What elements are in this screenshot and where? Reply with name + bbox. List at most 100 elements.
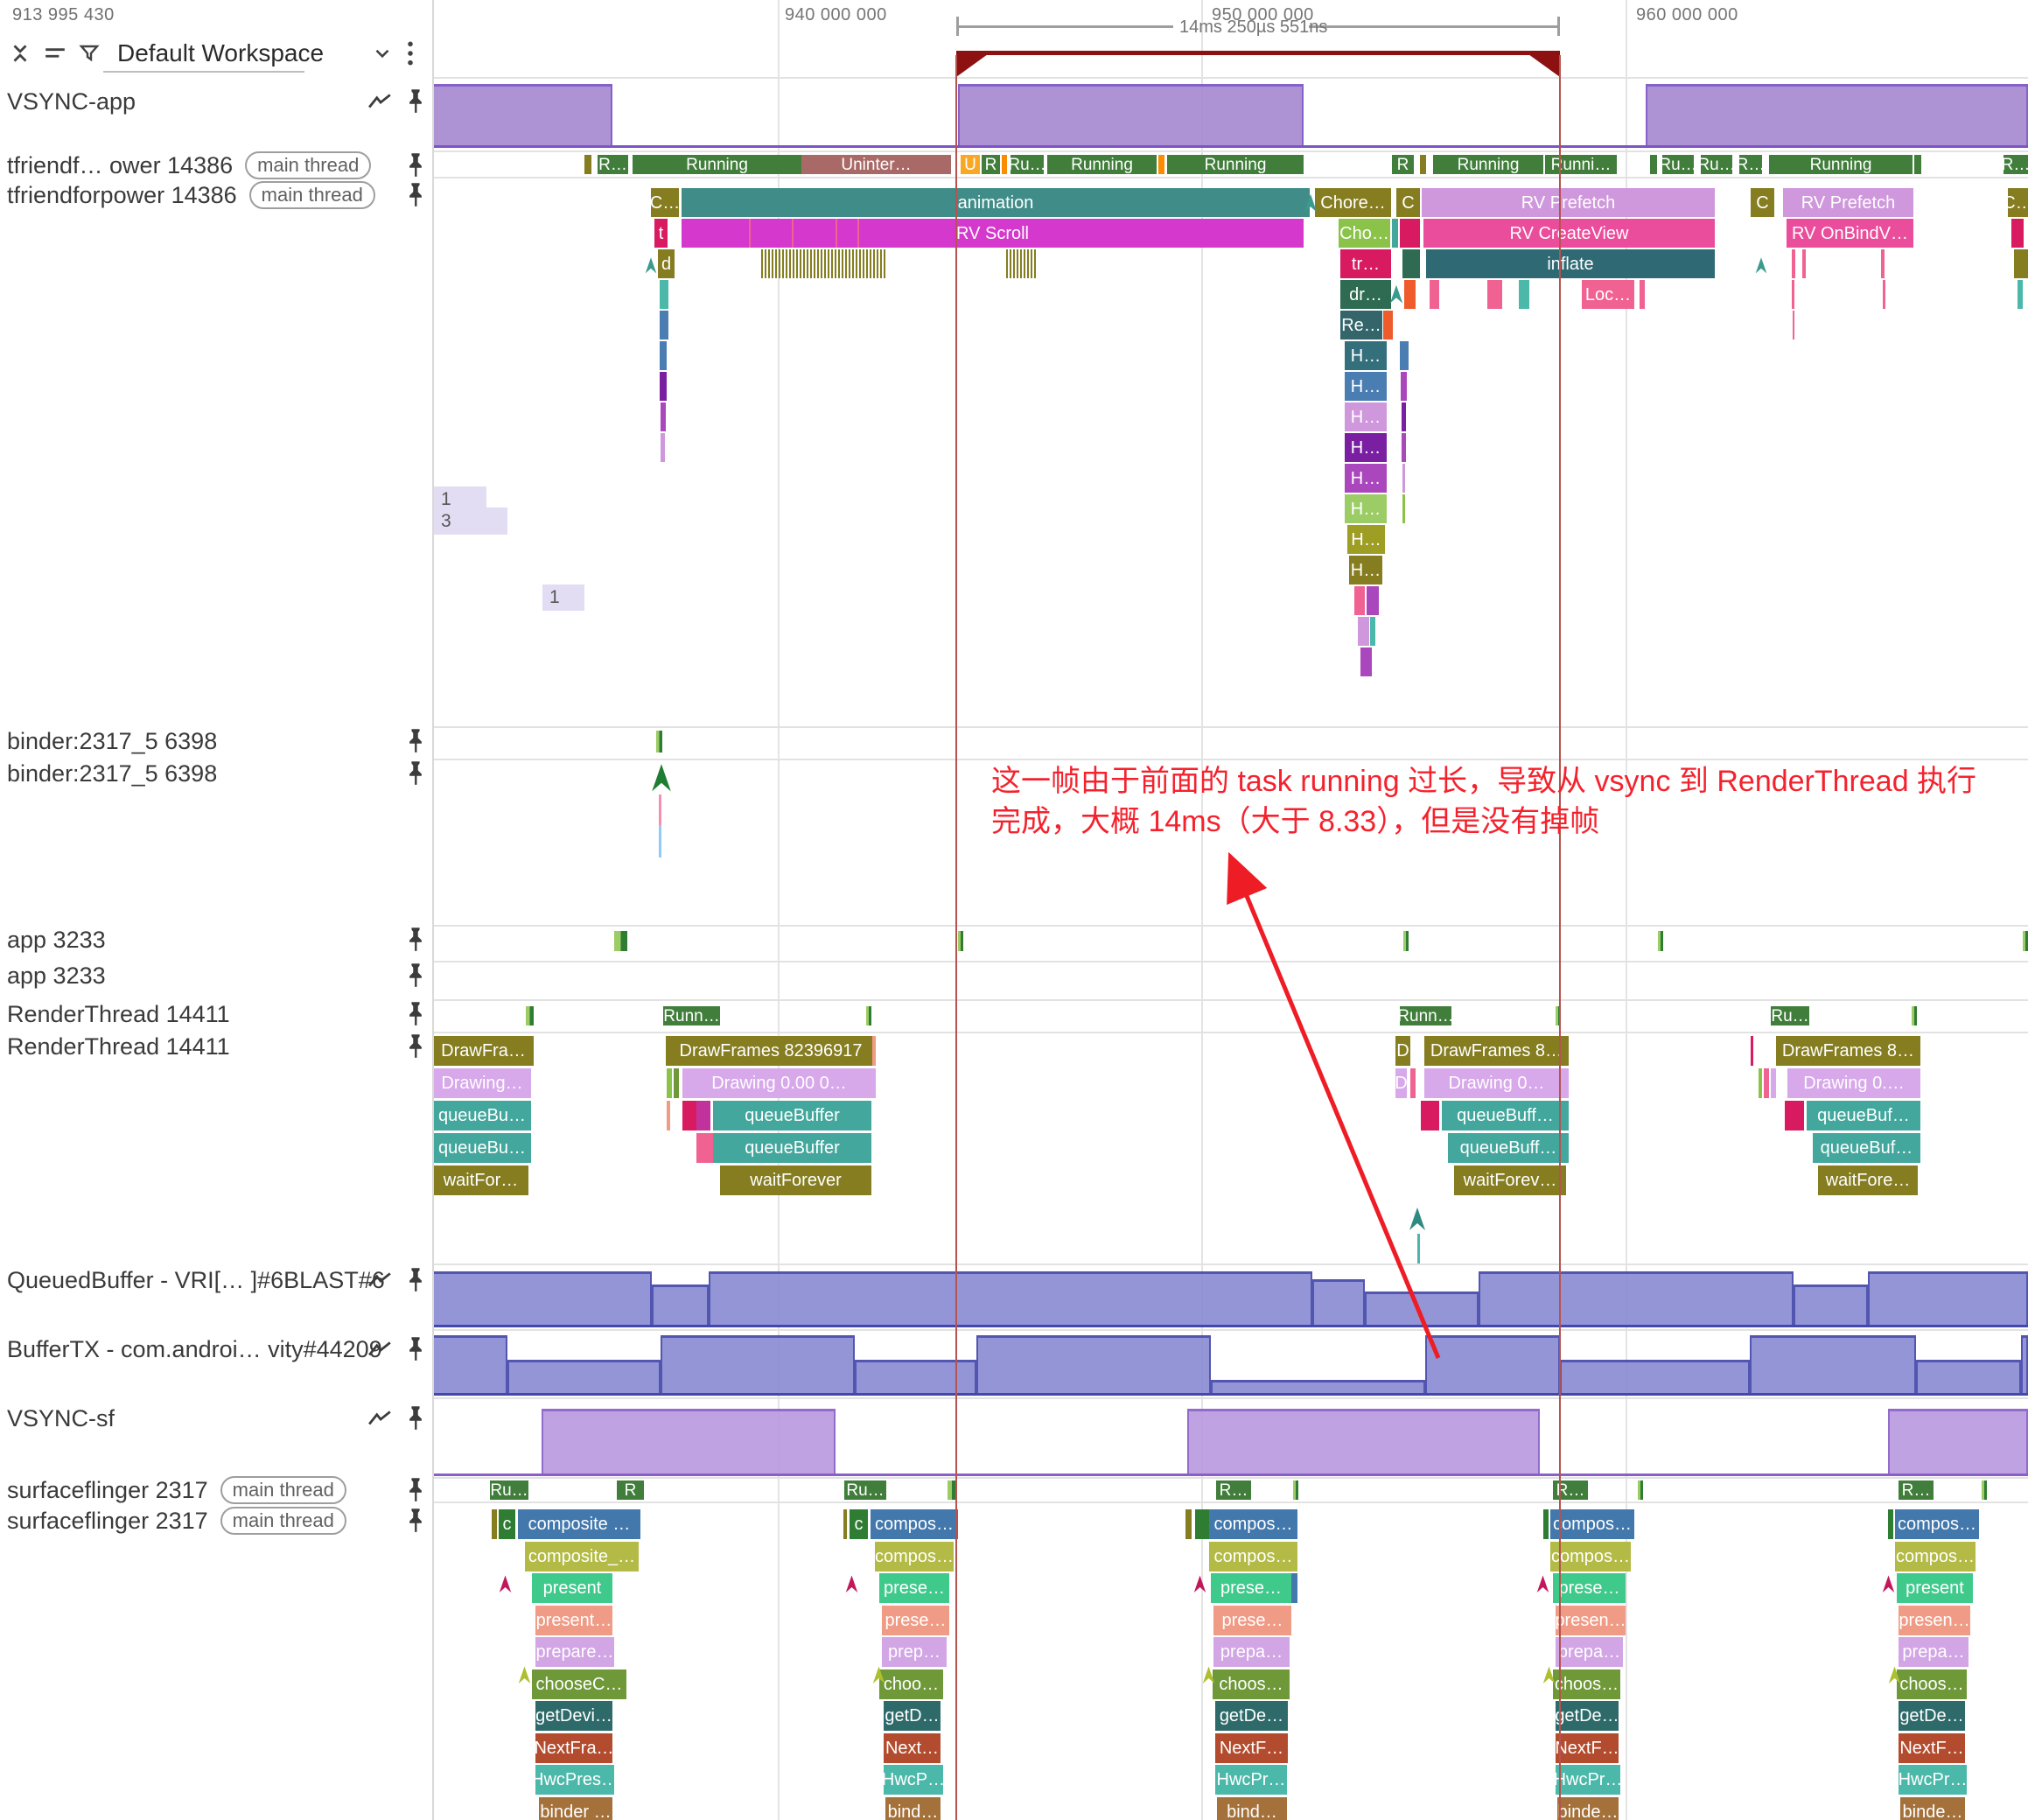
slice[interactable]: queueBuff… <box>1442 1101 1569 1130</box>
sidebar-track-row[interactable]: BufferTX - com.androi… vity#44209 <box>0 1336 430 1362</box>
slice[interactable]: HwcPr… <box>1899 1765 1967 1795</box>
slice[interactable]: HwcPres… <box>535 1765 614 1795</box>
selection-flag-left-icon[interactable] <box>956 54 988 77</box>
sidebar-track-row[interactable]: surfaceflinger 2317 main thread <box>0 1507 430 1535</box>
slice[interactable]: getD… <box>884 1701 941 1731</box>
slice[interactable] <box>2018 280 2023 309</box>
thread-state-slice[interactable]: R <box>1392 155 1414 174</box>
sidebar-track-row[interactable]: RenderThread 14411 <box>0 1001 430 1027</box>
slice[interactable]: prese… <box>1211 1573 1291 1603</box>
slice[interactable] <box>872 1036 876 1066</box>
flow-arrow[interactable] <box>1193 1572 1206 1598</box>
thread-state-slice[interactable]: U <box>961 155 980 174</box>
thread-state-slice[interactable]: Uninter… <box>801 155 951 174</box>
slice[interactable]: getDe… <box>1899 1701 1965 1731</box>
slice[interactable]: choo… <box>879 1669 943 1699</box>
slice[interactable]: prepa… <box>1213 1637 1290 1667</box>
track-lines-icon[interactable] <box>44 44 66 63</box>
slice[interactable] <box>667 1101 670 1130</box>
vsync-sf-counter[interactable] <box>542 1409 836 1474</box>
buffertx-counter[interactable] <box>855 1360 976 1393</box>
pin-icon[interactable] <box>406 1507 425 1535</box>
slice[interactable] <box>1392 219 1398 248</box>
slice[interactable] <box>2014 249 2028 278</box>
thread-state-slice[interactable]: R… <box>1899 1480 1934 1500</box>
slice[interactable]: D <box>1395 1036 1410 1066</box>
thread-state-slice[interactable]: Runn… <box>663 1006 720 1026</box>
slice[interactable]: compos… <box>871 1509 958 1539</box>
slice[interactable] <box>1771 1068 1776 1098</box>
flow-arrow[interactable] <box>1542 1662 1556 1689</box>
buffertx-counter[interactable] <box>1211 1380 1425 1393</box>
slice[interactable] <box>1640 280 1645 309</box>
slice[interactable]: queueBu… <box>433 1101 531 1130</box>
slice[interactable]: prepa… <box>1899 1637 1969 1667</box>
slice[interactable]: inflate <box>1426 249 1715 278</box>
thread-state-slice[interactable]: Ru… <box>844 1480 886 1500</box>
slice[interactable]: Drawing 0… <box>1424 1068 1569 1098</box>
slice[interactable] <box>667 1068 672 1098</box>
slice[interactable]: waitForever <box>720 1166 871 1195</box>
slice[interactable]: prese… <box>882 1605 949 1635</box>
pin-icon[interactable] <box>406 1476 425 1504</box>
slice[interactable] <box>1383 311 1393 340</box>
queuedbuffer-counter[interactable] <box>709 1271 1312 1325</box>
slice[interactable] <box>1358 617 1369 646</box>
pin-icon[interactable] <box>406 1000 425 1028</box>
slice[interactable]: C <box>1396 188 1420 217</box>
thread-state-slice[interactable] <box>1403 931 1409 951</box>
slice[interactable] <box>1354 586 1365 615</box>
thread-state-slice[interactable]: R… <box>598 155 628 174</box>
pin-icon[interactable] <box>406 1335 425 1363</box>
slice[interactable]: prese… <box>879 1573 949 1603</box>
thread-state-slice[interactable] <box>584 155 591 174</box>
thread-state-slice[interactable]: Running <box>1769 155 1913 174</box>
thread-state-slice[interactable] <box>1638 1480 1643 1500</box>
pin-icon[interactable] <box>406 151 425 179</box>
flow-arrow[interactable] <box>1536 1572 1549 1598</box>
slice[interactable]: RV OnBindV… <box>1787 219 1913 248</box>
slice[interactable]: chooseC… <box>532 1669 626 1699</box>
thread-state-slice[interactable]: R… <box>2004 155 2028 174</box>
slice[interactable]: C… <box>651 188 679 217</box>
thread-state-slice[interactable]: R <box>982 155 1000 174</box>
flow-arrow[interactable] <box>1888 1662 1901 1689</box>
slice[interactable]: presen… <box>1899 1605 1970 1635</box>
flow-arrow[interactable] <box>1755 254 1767 278</box>
slice[interactable]: NextFra… <box>535 1732 612 1763</box>
slice[interactable]: choos… <box>1213 1669 1290 1699</box>
chart-icon[interactable] <box>367 93 392 110</box>
slice[interactable]: compos… <box>1209 1509 1297 1539</box>
thread-state-slice[interactable] <box>866 1006 871 1026</box>
queuedbuffer-counter[interactable] <box>432 1271 652 1325</box>
slice[interactable] <box>1883 280 1885 309</box>
slice[interactable]: composite … <box>518 1509 640 1539</box>
slice[interactable] <box>857 219 859 248</box>
sidebar-track-row[interactable]: QueuedBuffer - VRI[… ]#6BLAST#6 <box>0 1267 430 1293</box>
slice[interactable]: H… <box>1345 372 1387 401</box>
thread-state-slice[interactable]: Runn… <box>1400 1006 1451 1026</box>
pin-icon[interactable] <box>406 1266 425 1294</box>
slice[interactable] <box>1402 249 1420 278</box>
thread-state-slice[interactable]: R <box>617 1480 644 1500</box>
chevron-down-icon[interactable] <box>371 42 394 65</box>
slice[interactable] <box>682 1101 696 1130</box>
buffertx-counter[interactable] <box>1425 1335 1560 1393</box>
slice[interactable] <box>674 1068 679 1098</box>
buffertx-counter[interactable] <box>432 1335 507 1393</box>
slice[interactable]: getDe… <box>1556 1701 1619 1731</box>
thread-state-slice[interactable]: Ru… <box>1771 1006 1809 1026</box>
slice[interactable]: H… <box>1345 494 1387 523</box>
pin-icon[interactable] <box>406 1404 425 1432</box>
thread-state-slice[interactable]: Ru… <box>490 1480 528 1500</box>
slice[interactable]: NextF… <box>1899 1732 1965 1763</box>
slice[interactable] <box>1785 1101 1804 1130</box>
slice[interactable]: animation <box>682 188 1310 217</box>
slice[interactable]: tr… <box>1340 249 1391 278</box>
slice[interactable]: waitFore… <box>1818 1166 1918 1195</box>
slice[interactable] <box>660 372 667 401</box>
pin-icon[interactable] <box>406 760 425 788</box>
selection-line-start[interactable] <box>955 55 957 1820</box>
slice[interactable]: C… <box>2008 188 2028 217</box>
selection-line-end[interactable] <box>1559 55 1561 1820</box>
